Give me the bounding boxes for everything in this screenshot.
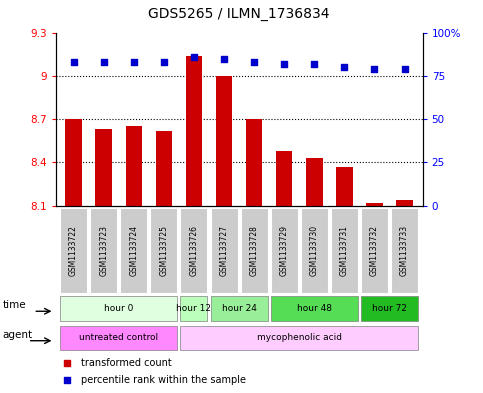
FancyBboxPatch shape [90, 208, 117, 293]
Point [401, 66, 409, 72]
Bar [216, 76, 232, 206]
Text: GDS5265 / ILMN_1736834: GDS5265 / ILMN_1736834 [148, 7, 330, 21]
Bar [336, 167, 353, 206]
FancyBboxPatch shape [331, 208, 358, 293]
Text: GSM1133731: GSM1133731 [340, 225, 349, 276]
FancyBboxPatch shape [391, 208, 418, 293]
Text: GSM1133732: GSM1133732 [370, 225, 379, 276]
Point [370, 66, 378, 72]
Point [63, 377, 71, 384]
Point [190, 54, 198, 60]
Bar [126, 126, 142, 206]
Text: GSM1133726: GSM1133726 [189, 225, 199, 276]
Bar [396, 200, 413, 206]
Text: percentile rank within the sample: percentile rank within the sample [81, 375, 246, 385]
Text: GSM1133728: GSM1133728 [250, 225, 258, 276]
Text: GSM1133723: GSM1133723 [99, 225, 108, 276]
Text: GSM1133727: GSM1133727 [220, 225, 228, 276]
Text: GSM1133722: GSM1133722 [69, 225, 78, 276]
Point [160, 59, 168, 65]
FancyBboxPatch shape [60, 208, 87, 293]
Bar [276, 151, 293, 206]
FancyBboxPatch shape [60, 325, 177, 351]
Text: mycophenolic acid: mycophenolic acid [257, 334, 342, 342]
Point [130, 59, 138, 65]
Point [63, 359, 71, 365]
Text: hour 0: hour 0 [104, 304, 133, 313]
Bar [306, 158, 323, 206]
Text: time: time [3, 300, 27, 310]
Text: transformed count: transformed count [81, 358, 172, 367]
FancyBboxPatch shape [181, 325, 418, 351]
Bar [96, 129, 112, 206]
Text: hour 72: hour 72 [372, 304, 407, 313]
FancyBboxPatch shape [301, 208, 328, 293]
FancyBboxPatch shape [211, 296, 268, 321]
Text: untreated control: untreated control [79, 334, 158, 342]
FancyBboxPatch shape [241, 208, 268, 293]
Text: hour 24: hour 24 [222, 304, 256, 313]
Bar [156, 130, 172, 206]
FancyBboxPatch shape [270, 296, 358, 321]
FancyBboxPatch shape [181, 208, 208, 293]
Point [311, 61, 318, 67]
Bar [246, 119, 262, 206]
Text: hour 12: hour 12 [176, 304, 212, 313]
FancyBboxPatch shape [60, 296, 177, 321]
Point [341, 64, 348, 70]
Bar [366, 203, 383, 206]
Point [70, 59, 77, 65]
FancyBboxPatch shape [120, 208, 147, 293]
Text: GSM1133730: GSM1133730 [310, 225, 319, 276]
FancyBboxPatch shape [150, 208, 177, 293]
Point [250, 59, 258, 65]
FancyBboxPatch shape [211, 208, 238, 293]
FancyBboxPatch shape [270, 208, 298, 293]
FancyBboxPatch shape [181, 296, 208, 321]
Bar [65, 119, 82, 206]
Point [280, 61, 288, 67]
Text: hour 48: hour 48 [297, 304, 332, 313]
Point [220, 55, 228, 62]
Text: GSM1133733: GSM1133733 [400, 225, 409, 276]
Text: GSM1133725: GSM1133725 [159, 225, 169, 276]
FancyBboxPatch shape [361, 296, 418, 321]
Text: agent: agent [3, 330, 33, 340]
Text: GSM1133729: GSM1133729 [280, 225, 289, 276]
Bar [185, 56, 202, 206]
FancyBboxPatch shape [361, 208, 388, 293]
Text: GSM1133724: GSM1133724 [129, 225, 138, 276]
Point [100, 59, 108, 65]
